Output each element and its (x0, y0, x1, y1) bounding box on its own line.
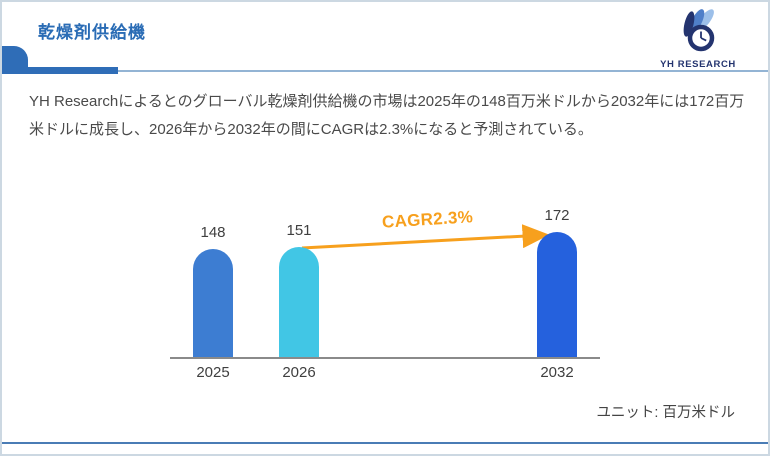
leaf-mid-icon (689, 9, 705, 33)
logo-text: YH RESEARCH (660, 59, 736, 70)
x-axis-tick-label: 2025 (196, 364, 230, 381)
header-accent-bar (2, 67, 118, 74)
header-divider-line (118, 70, 768, 72)
bar-2032 (537, 232, 577, 357)
bar-value-label: 148 (200, 224, 226, 241)
x-axis-tick-label: 2026 (282, 364, 316, 381)
footer-divider-line (2, 442, 768, 444)
x-axis-line (170, 357, 600, 359)
bar-value-label: 172 (544, 207, 570, 224)
leaf-dark-icon (683, 11, 695, 37)
bar-2026 (279, 247, 319, 357)
yh-research-logo: YH RESEARCH (652, 8, 744, 70)
page-title: 乾燥剤供給機 (38, 23, 146, 42)
clock-hand-hour (700, 37, 707, 42)
yh-logo-icon (683, 9, 715, 52)
unit-label: ユニット: 百万米ドル (596, 405, 735, 421)
header-accent-tab (2, 46, 28, 69)
bar-value-label: 151 (286, 222, 312, 239)
bar-2025 (193, 249, 233, 357)
x-axis-tick-label: 2032 (540, 364, 574, 381)
cagr-annotation-label: CAGR2.3% (381, 207, 474, 232)
market-summary-text: YH Researchによるとのグローバル乾燥剤供給機の市場は2025年の148… (29, 93, 745, 138)
